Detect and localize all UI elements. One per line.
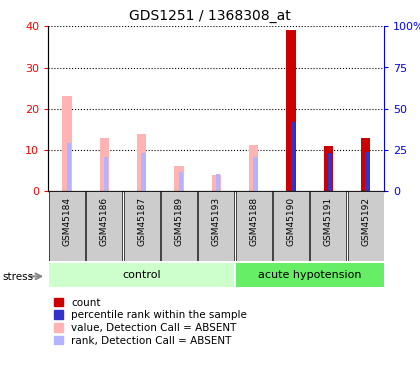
Bar <box>216 174 220 191</box>
Text: GSM45193: GSM45193 <box>212 197 221 246</box>
Text: GSM45191: GSM45191 <box>324 197 333 246</box>
Bar <box>178 172 183 191</box>
Bar <box>124 191 160 261</box>
Text: GSM45190: GSM45190 <box>286 197 295 246</box>
Text: GSM45187: GSM45187 <box>137 197 146 246</box>
Bar <box>161 191 197 261</box>
Text: GSM45192: GSM45192 <box>361 197 370 246</box>
Bar <box>212 175 221 191</box>
Text: GSM45186: GSM45186 <box>100 197 109 246</box>
Text: control: control <box>122 270 161 280</box>
Legend: count, percentile rank within the sample, value, Detection Call = ABSENT, rank, : count, percentile rank within the sample… <box>53 298 247 345</box>
Bar <box>137 134 146 191</box>
Bar <box>249 145 258 191</box>
Bar <box>361 138 370 191</box>
Text: GDS1251 / 1368308_at: GDS1251 / 1368308_at <box>129 9 291 23</box>
Bar <box>310 191 346 261</box>
Bar <box>236 262 383 287</box>
Bar <box>328 153 332 191</box>
Bar <box>286 30 296 191</box>
Bar <box>324 146 333 191</box>
Text: GSM45188: GSM45188 <box>249 197 258 246</box>
Bar <box>104 157 108 191</box>
Bar <box>49 191 85 261</box>
Bar <box>291 122 295 191</box>
Bar <box>198 191 234 261</box>
Bar <box>141 153 146 191</box>
Bar <box>236 191 272 261</box>
Bar <box>67 143 71 191</box>
Text: GSM45184: GSM45184 <box>63 197 71 246</box>
Bar <box>87 191 122 261</box>
Bar <box>348 191 383 261</box>
Bar <box>174 166 184 191</box>
Text: acute hypotension: acute hypotension <box>258 270 361 280</box>
Bar <box>253 158 258 191</box>
Bar <box>365 152 370 191</box>
Text: stress: stress <box>2 272 33 282</box>
Bar <box>100 138 109 191</box>
Bar <box>273 191 309 261</box>
Bar <box>49 262 234 287</box>
Bar <box>62 96 72 191</box>
Text: GSM45189: GSM45189 <box>174 197 184 246</box>
